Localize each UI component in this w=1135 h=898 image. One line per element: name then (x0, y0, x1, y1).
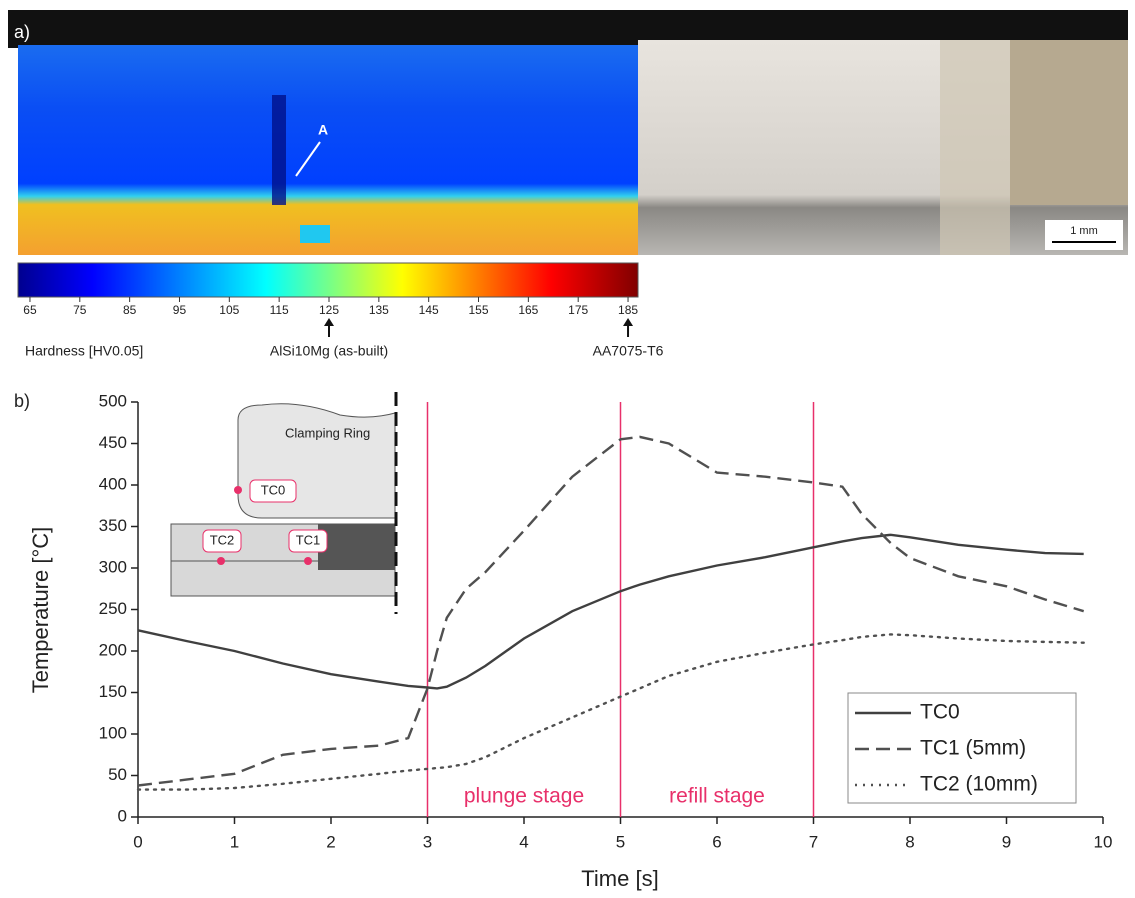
tool (318, 524, 395, 570)
inset-label: TC1 (296, 532, 321, 547)
tc0-point (234, 486, 242, 494)
colorbar-title: Hardness [HV0.05] (25, 343, 143, 359)
tc1-box (288, 529, 328, 553)
scale-bar-box (1045, 220, 1123, 250)
tc1-point (304, 557, 312, 565)
inset-label: TC0 (261, 482, 286, 497)
base-metal (1010, 40, 1128, 205)
x-tick-label: 7 (809, 832, 818, 851)
line-chart: b) Time [s] Temperature [°C] 05010015020… (14, 391, 1112, 891)
stage-annotation: refill stage (669, 785, 765, 808)
x-tick-label: 4 (519, 832, 528, 851)
x-tick-label: 10 (1094, 832, 1113, 851)
legend-label: TC1 (5mm) (920, 737, 1026, 760)
colorbar-tick-label: 165 (518, 303, 538, 317)
weld-zone (940, 40, 1010, 255)
y-tick-label: 200 (99, 640, 127, 659)
x-tick-label: 8 (905, 832, 914, 851)
y-tick-label: 100 (99, 723, 127, 742)
x-axis-title: Time [s] (581, 866, 658, 891)
stage-annotation: plunge stage (464, 785, 584, 808)
x-tick-label: 6 (712, 832, 721, 851)
colorbar-tick-label: 155 (468, 303, 488, 317)
y-axis-title: Temperature [°C] (28, 527, 53, 694)
panel-a-image: A 1 mm a) (8, 10, 1128, 255)
series-line (137, 435, 1085, 787)
marker-label: AlSi10Mg (as-built) (270, 343, 388, 359)
x-tick-label: 5 (616, 832, 625, 851)
y-tick-label: 300 (99, 557, 127, 576)
y-tick-label: 350 (99, 516, 127, 535)
legend-label: TC0 (920, 701, 960, 724)
marker-arrowhead (623, 318, 634, 326)
colorbar-tick-label: 65 (23, 303, 37, 317)
soft-streak (272, 95, 286, 205)
y-tick-label: 450 (99, 433, 127, 452)
y-tick-label: 0 (118, 806, 127, 825)
colorbar: Hardness [HV0.05] 65 75 85 95 105 115 125 135 14… (17, 262, 664, 359)
y-tick-label: 150 (99, 682, 127, 701)
colorbar-tick-label: 75 (73, 303, 87, 317)
colorbar-tick-label: 115 (270, 303, 289, 317)
inset-label: Clamping Ring (285, 425, 370, 440)
colorbar-tick-label: 175 (568, 303, 588, 317)
annotation: A (318, 122, 328, 138)
series-line (136, 633, 1085, 791)
inset-diagram: Clamping Ring TC0 TC2 TC1 (170, 392, 398, 614)
hardness-map (18, 45, 638, 255)
colorbar-tick-label: 95 (173, 303, 187, 317)
y-tick-label: 500 (99, 391, 127, 410)
tc0-box (249, 479, 297, 503)
x-tick-label: 2 (326, 832, 335, 851)
colorbar-tick-label: 145 (419, 303, 439, 317)
legend-label: TC2 (10mm) (920, 773, 1038, 796)
colorbar-tick-label: 185 (618, 303, 638, 317)
colorbar-gradient (17, 262, 639, 298)
y-tick-label: 400 (99, 474, 127, 493)
x-tick-label: 9 (1002, 832, 1011, 851)
colorbar-tick-label: 125 (319, 303, 339, 317)
inset-label: TC2 (210, 532, 235, 547)
tc2-point (217, 557, 225, 565)
marker-label: AA7075-T6 (593, 343, 664, 359)
colorbar-tick-label: 105 (219, 303, 239, 317)
x-tick-label: 0 (133, 832, 142, 851)
x-tick-label: 3 (423, 832, 432, 851)
colorbar-tick-label: 135 (369, 303, 389, 317)
y-tick-label: 250 (99, 599, 127, 618)
y-tick-label: 50 (108, 765, 127, 784)
panel-label: b) (14, 391, 30, 411)
x-tick-label: 1 (230, 832, 239, 851)
marker-arrowhead (323, 318, 334, 326)
series-line (137, 533, 1084, 690)
panel-label: a) (14, 22, 30, 42)
annotation-arrow (295, 141, 321, 177)
tc2-box (202, 529, 242, 553)
colorbar-tick-label: 85 (123, 303, 137, 317)
scale-bar-label: 1 mm (1070, 225, 1098, 237)
cyan-spot (300, 225, 330, 243)
